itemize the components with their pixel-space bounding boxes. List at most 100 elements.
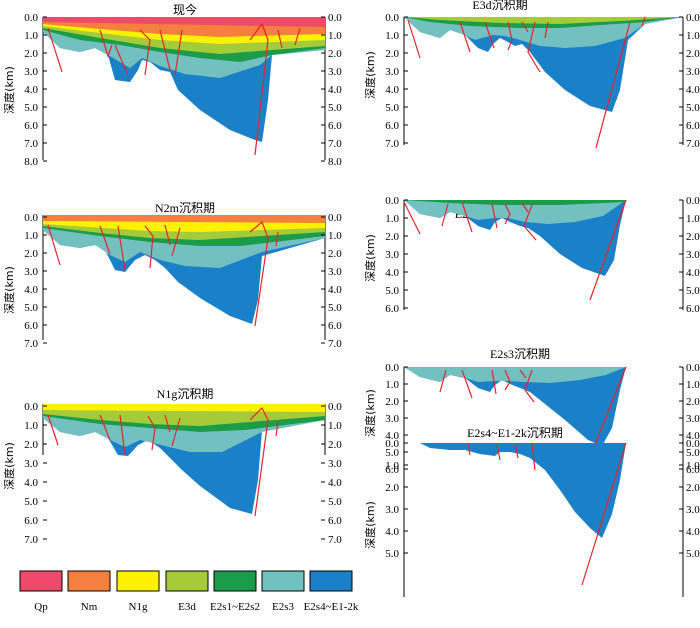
fault-line	[467, 443, 471, 456]
tick-label-right: 6.0	[686, 120, 700, 132]
legend-swatch	[261, 570, 305, 592]
tick-label-left: 1.0	[24, 230, 38, 242]
tick-label-left: 2.0	[385, 231, 399, 243]
tick-label-right: 4.0	[686, 526, 700, 538]
tick-label-right: 2.0	[686, 48, 700, 60]
legend-label: Nm	[81, 601, 98, 613]
fault-line	[164, 224, 171, 246]
tick-label-left: 0.0	[385, 362, 399, 374]
tick-label-right: 8.0	[328, 156, 342, 168]
tick-label-left: 2.0	[24, 48, 38, 60]
tick-label-left: 1.0	[385, 460, 399, 472]
tick-label-left: 6.0	[385, 464, 399, 476]
tick-label-right: 1.0	[328, 230, 342, 242]
tick-label-left: 4.0	[24, 84, 38, 96]
tick-label-right: 6.0	[686, 303, 700, 315]
tick-label-right: 4.0	[328, 477, 342, 489]
tick-label-left: 0.0	[24, 12, 38, 24]
fault-line	[119, 414, 126, 456]
legend-label: E2s4~E1-2k	[304, 601, 359, 613]
tick-label-right: 0.0	[686, 195, 700, 207]
fault-line	[249, 406, 269, 517]
tick-label-left: 5.0	[385, 548, 399, 560]
fault-line	[581, 442, 627, 586]
tick-label-right: 6.0	[328, 120, 342, 132]
tick-label-left: 0.0	[24, 401, 38, 413]
panel-n2m: N2m沉积期	[42, 201, 326, 340]
tick-label-left: 6.0	[385, 120, 399, 132]
fault-line	[641, 16, 646, 27]
tick-label-left: 1.0	[24, 30, 38, 42]
tick-label-right: 4.0	[686, 430, 700, 442]
fault-line	[249, 220, 269, 327]
legend-swatch	[67, 570, 111, 592]
tick-label-left: 3.0	[385, 66, 399, 78]
tick-label-left: 2.0	[385, 48, 399, 60]
fault-line	[144, 225, 154, 269]
fault-line	[521, 21, 529, 33]
tick-label-left: 4.0	[385, 84, 399, 96]
tick-label-right: 5.0	[328, 302, 342, 314]
tick-label-right: 1.0	[686, 460, 700, 472]
tick-label-right: 4.0	[328, 284, 342, 296]
tick-label-left: 5.0	[385, 285, 399, 297]
tick-label-left: 3.0	[24, 458, 38, 470]
layer-E2s3	[404, 200, 626, 224]
fault-line	[99, 414, 111, 441]
panel-title: 现今	[173, 2, 197, 17]
layer-E2s4-E1-2k	[420, 443, 626, 538]
tick-label-left: 0.0	[385, 12, 399, 24]
fault-line	[484, 21, 495, 49]
panel-title: N1g沉积期	[157, 387, 214, 401]
tick-label-left: 1.0	[385, 379, 399, 391]
fault-line	[99, 29, 113, 58]
tick-label-right: 0.0	[328, 401, 342, 413]
fault-line	[496, 443, 501, 461]
fault-line	[441, 203, 449, 227]
y-axis-label: 深度(km)	[363, 501, 377, 549]
tick-label-right: 2.0	[328, 248, 342, 260]
fault-line	[47, 224, 61, 266]
tick-label-right: 1.0	[686, 379, 700, 391]
fault-line	[491, 203, 498, 229]
tick-label-left: 5.0	[24, 302, 38, 314]
tick-label-left: 5.0	[24, 496, 38, 508]
fault-line	[531, 443, 536, 471]
tick-label-right: 7.0	[328, 138, 342, 150]
legend-label: Qp	[34, 601, 48, 613]
fault-line	[439, 369, 447, 393]
fault-line	[504, 203, 511, 225]
tick-label-left: 1.0	[385, 213, 399, 225]
fault-line	[159, 29, 171, 71]
fault-line	[461, 369, 473, 399]
tick-label-right: 3.0	[686, 413, 700, 425]
panel-e2s4-e1-2k: E2s4~E1-2k沉积期	[403, 426, 684, 597]
fault-line	[514, 443, 519, 459]
layer-Nm	[43, 215, 325, 223]
tick-label-left: 2.0	[24, 248, 38, 260]
fault-line	[277, 29, 283, 49]
fault-line	[524, 369, 535, 403]
fault-line	[171, 417, 181, 447]
fault-line	[164, 414, 171, 433]
tick-label-right: 3.0	[328, 458, 342, 470]
y-axis-label: 深度(km)	[363, 389, 377, 437]
tick-label-left: 3.0	[385, 249, 399, 261]
panel-e2s1-e2s2: E2s1~E2s2沉积期	[403, 199, 684, 310]
fault-line	[99, 225, 111, 255]
tick-label-right: 5.0	[686, 102, 700, 114]
fault-line	[114, 44, 129, 76]
panel-present: 现今	[42, 2, 326, 160]
tick-label-left: 7.0	[24, 138, 38, 150]
tick-label-right: 3.0	[686, 249, 700, 261]
tick-label-right: 7.0	[686, 138, 700, 150]
tick-label-right: 0.0	[328, 212, 342, 224]
y-axis-label: 深度(km)	[363, 51, 377, 99]
fault-line	[459, 21, 471, 53]
legend-label: N1g	[129, 601, 148, 613]
tick-label-left: 3.0	[24, 266, 38, 278]
tick-label-right: 1.0	[328, 420, 342, 432]
tick-label-left: 4.0	[385, 526, 399, 538]
